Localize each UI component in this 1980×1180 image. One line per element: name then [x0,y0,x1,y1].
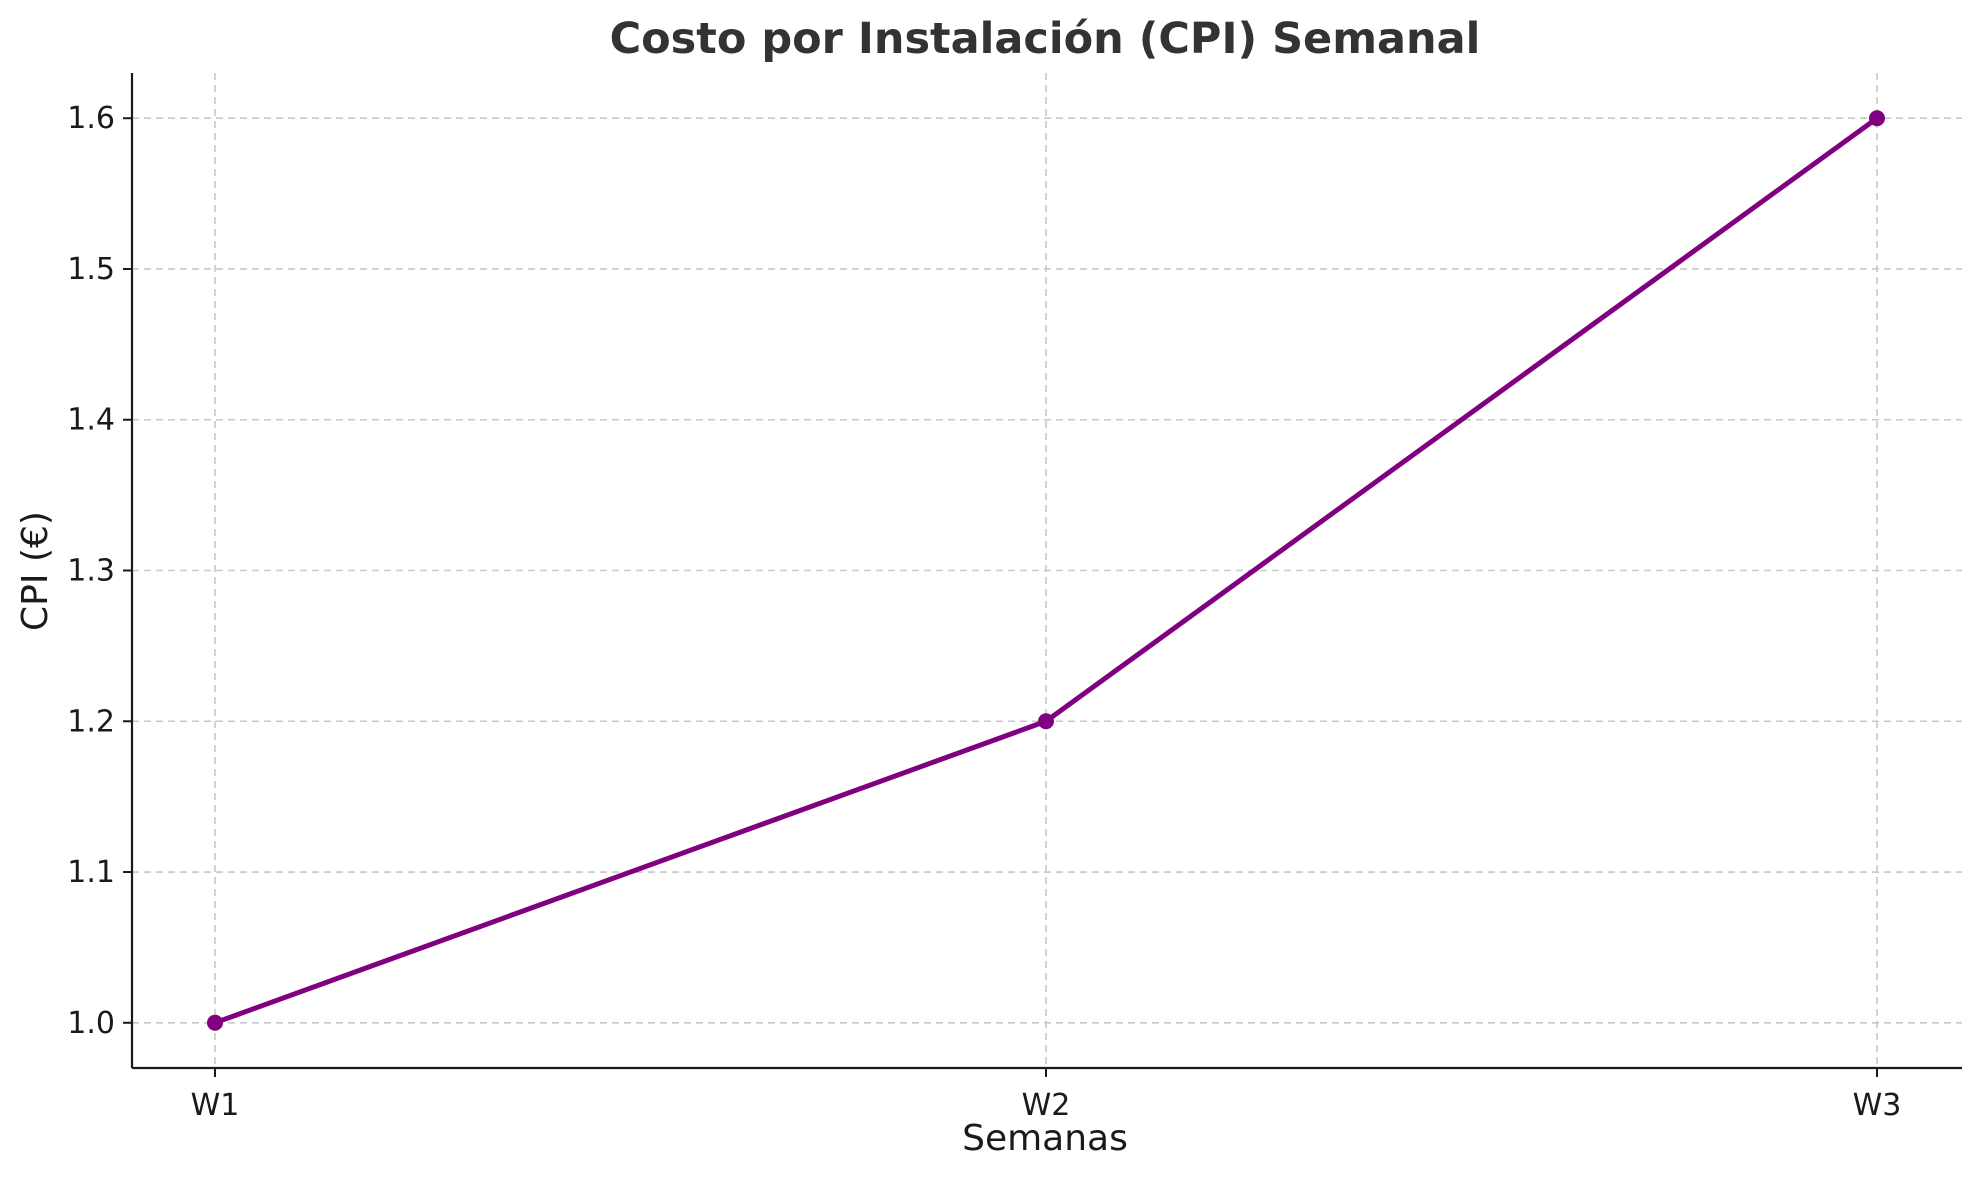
y-axis-label: CPI (€) [15,511,56,631]
y-tick-label: 1.6 [67,101,115,136]
data-point-marker [1038,713,1054,730]
x-tick-label: W2 [1022,1088,1071,1123]
axes [123,73,1962,1077]
data-point-marker [207,1014,223,1031]
tick-labels: 1.0 1.1 1.2 1.3 1.4 1.5 1.6 W1 W2 W3 [67,101,1901,1123]
y-tick-label: 1.0 [67,1006,115,1041]
y-tick-label: 1.2 [67,704,115,739]
y-tick-label: 1.3 [67,554,115,589]
series-layer [207,110,1885,1031]
y-tick-label: 1.1 [67,855,115,890]
x-tick-label: W3 [1853,1088,1902,1123]
y-tick-label: 1.5 [67,252,115,287]
y-tick-label: 1.4 [67,403,115,438]
chart-title: Costo por Instalación (CPI) Semanal [610,14,1481,64]
x-axis-label: Semanas [962,1118,1128,1159]
data-point-marker [1869,110,1885,127]
x-tick-label: W1 [191,1088,240,1123]
grid [132,73,1962,1068]
